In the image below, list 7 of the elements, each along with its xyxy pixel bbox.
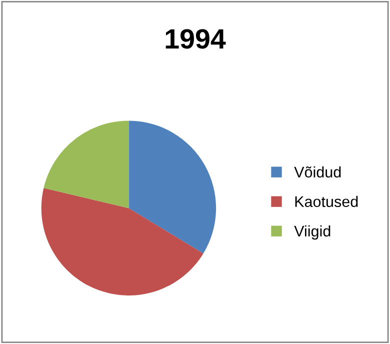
legend-label: Võidud	[294, 166, 341, 178]
pie-slice	[41, 188, 204, 296]
legend-label: Viigid	[294, 225, 330, 240]
pie-slice	[128, 120, 216, 254]
pie-slice	[44, 120, 129, 208]
chart-title: 1994	[166, 29, 226, 49]
legend-label: Kaotused	[295, 196, 358, 208]
